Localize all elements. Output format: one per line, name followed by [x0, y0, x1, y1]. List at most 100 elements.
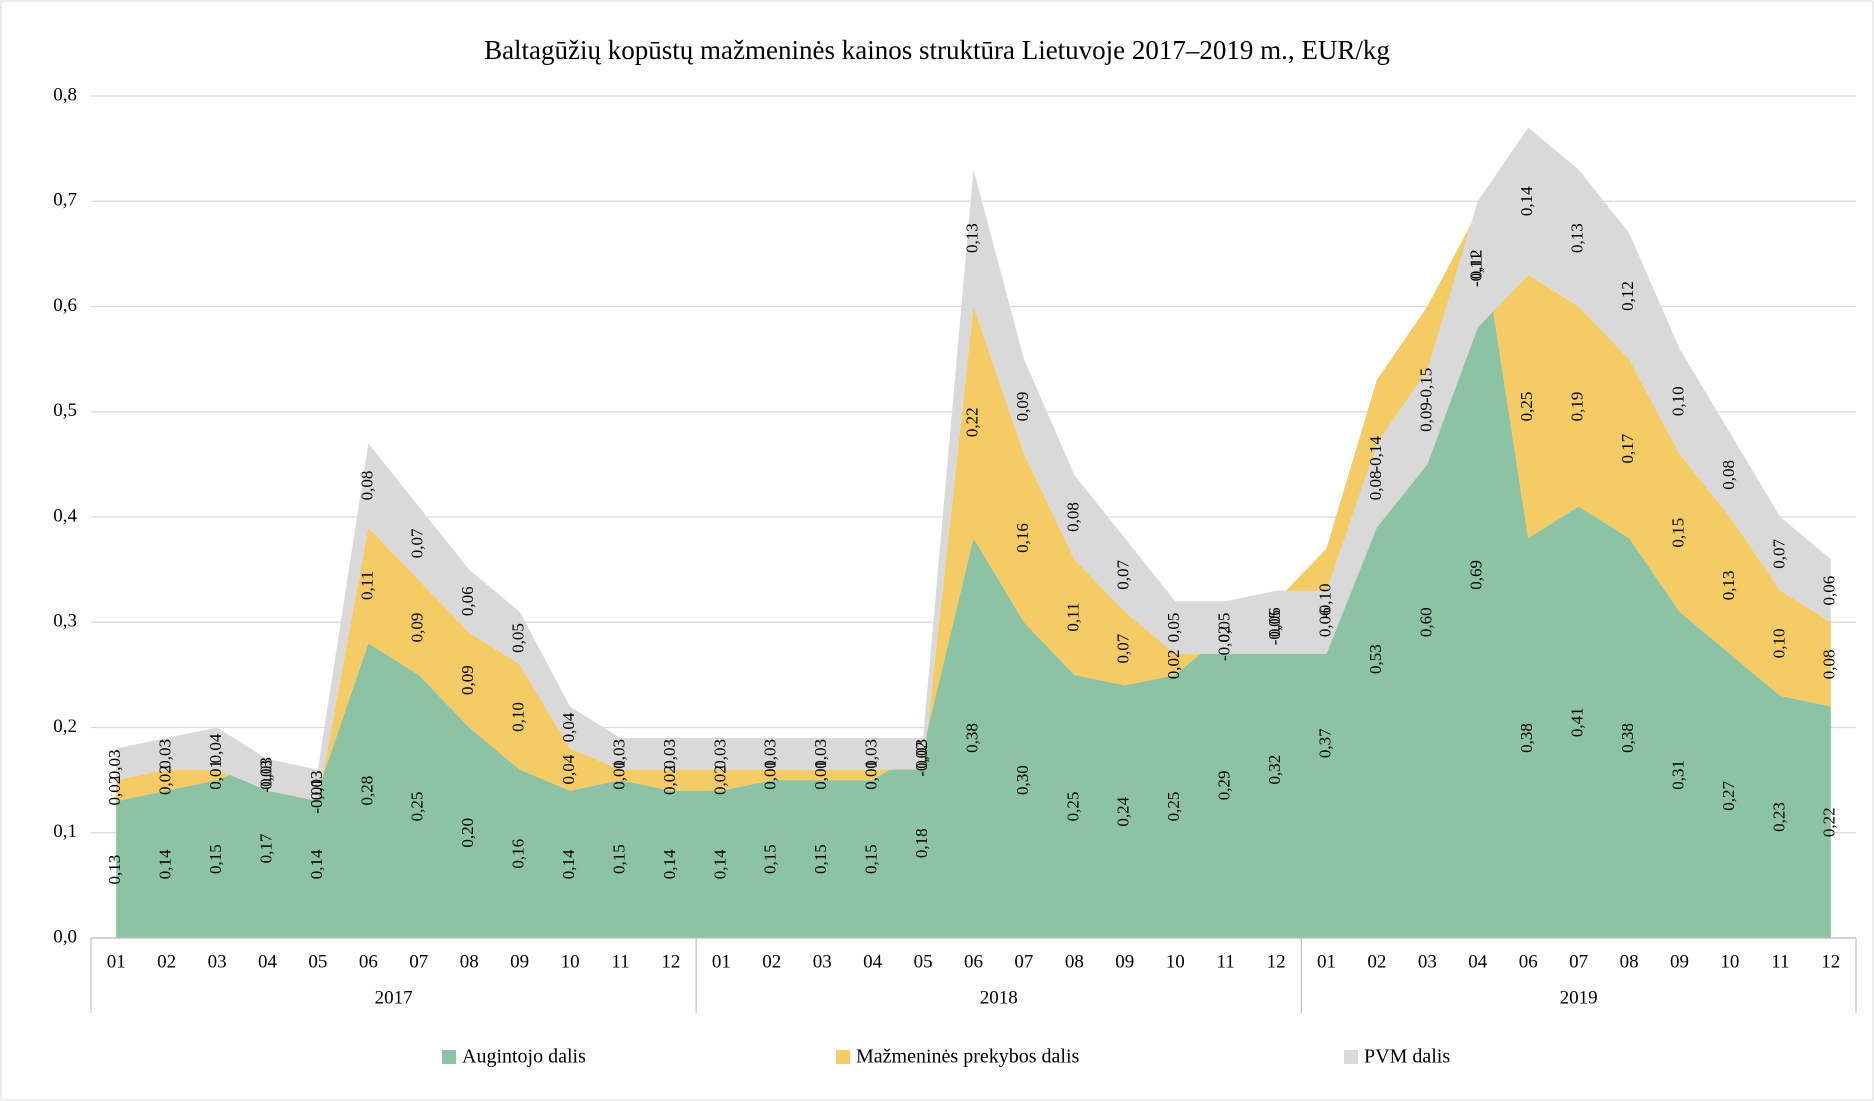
data-label: 0,02: [710, 765, 729, 795]
data-label: 0,69: [1467, 560, 1486, 590]
x-tick-label: 01: [1317, 951, 1336, 972]
data-label: 0,07: [1114, 633, 1133, 663]
data-label: 0,08: [1719, 460, 1738, 490]
data-label: 0,01: [609, 760, 628, 790]
data-label: 0,12: [1467, 250, 1486, 280]
data-label: -0,01: [307, 778, 326, 813]
data-label: 0,01: [811, 760, 830, 790]
data-label: 0,14: [710, 849, 729, 879]
y-tick-label: 0,8: [53, 84, 77, 105]
x-tick-label: 04: [1468, 951, 1488, 972]
data-label: 0,08: [1063, 502, 1082, 532]
data-label: 0,06: [1820, 576, 1839, 606]
data-label: 0,38: [1517, 723, 1536, 753]
x-tick-label: 07: [1569, 951, 1588, 972]
data-label: 0,05: [1164, 613, 1183, 643]
data-label: -0,03: [256, 757, 275, 792]
data-label: 0,05: [1215, 613, 1234, 643]
legend-swatch: [836, 1050, 850, 1064]
data-label: 0,29: [1215, 771, 1234, 801]
legend-label: Mažmeninės prekybos dalis: [856, 1046, 1079, 1068]
x-tick-label: 08: [1620, 951, 1639, 972]
x-tick-label: 05: [914, 951, 933, 972]
data-label: 0,23: [1769, 802, 1788, 832]
data-label: 0,15: [206, 844, 225, 874]
data-label: 0,03: [710, 739, 729, 769]
x-tick-label: 03: [1418, 951, 1437, 972]
data-label: 0,25: [1164, 792, 1183, 822]
area: [116, 127, 1831, 802]
x-tick-label: 09: [1115, 951, 1134, 972]
data-label: 0,03: [912, 739, 931, 769]
x-tick-label: 11: [611, 951, 629, 972]
data-label: 0,01: [862, 760, 881, 790]
x-tick-label: 02: [762, 951, 781, 972]
x-tick-label: 11: [1216, 951, 1234, 972]
data-label: 0,03: [609, 739, 628, 769]
data-label: 0,10: [1769, 628, 1788, 658]
data-label: 0,09: [458, 665, 477, 695]
data-label: 0,02: [156, 765, 175, 795]
data-label: -0,02: [912, 741, 931, 776]
data-label: 0,08: [1366, 471, 1385, 501]
data-label: 0,25: [408, 792, 427, 822]
x-tick-label: 06: [964, 951, 983, 972]
data-label: 0,18: [912, 828, 931, 858]
x-tick-label: 03: [813, 951, 832, 972]
y-tick-label: 0,1: [53, 821, 77, 842]
chart-title: Baltagūžių kopūstų mažmeninės kainos str…: [484, 35, 1390, 65]
data-label: 0,25: [1517, 392, 1536, 422]
data-label: 0,24: [1114, 796, 1133, 826]
data-label: 0,03: [862, 739, 881, 769]
data-label: 0,01: [206, 760, 225, 790]
data-label: -0,10: [1315, 583, 1334, 618]
x-tick-label: 10: [1720, 951, 1739, 972]
data-label: 0,14: [1517, 186, 1536, 216]
y-tick-label: 0,0: [53, 926, 77, 947]
data-label: 0,22: [962, 407, 981, 437]
x-tick-label: 06: [359, 951, 378, 972]
data-label: 0,14: [559, 849, 578, 879]
data-label: 0,03: [156, 739, 175, 769]
x-tick-label: 12: [661, 951, 680, 972]
data-label: 0,03: [256, 760, 275, 790]
group-label: 2017: [375, 987, 413, 1008]
data-label: 0,02: [105, 776, 124, 806]
data-label: 0,09: [1416, 402, 1435, 432]
data-label: 0,38: [1618, 723, 1637, 753]
data-label: 0,13: [1719, 571, 1738, 601]
data-label: 0,15: [761, 844, 780, 874]
x-tick-label: 08: [1065, 951, 1084, 972]
y-tick-label: 0,7: [53, 190, 77, 211]
data-label: 0,17: [256, 833, 275, 863]
data-label: 0,30: [1013, 765, 1032, 795]
x-tick-label: 07: [1014, 951, 1033, 972]
data-label: 0,08: [1820, 649, 1839, 679]
data-label: 0,15: [811, 844, 830, 874]
group-label: 2018: [980, 987, 1018, 1008]
x-tick-label: 04: [863, 951, 883, 972]
data-label: 0,16: [509, 839, 528, 869]
data-label: 0,10: [1668, 386, 1687, 416]
x-tick-label: 08: [460, 951, 479, 972]
x-tick-label: 11: [1771, 951, 1789, 972]
x-tick-label: 02: [157, 951, 176, 972]
data-label: 0,37: [1315, 728, 1334, 758]
data-label: 0,17: [1618, 433, 1637, 463]
data-label: 0,05: [509, 623, 528, 653]
data-label: 0,60: [1416, 607, 1435, 637]
y-tick-label: 0,4: [53, 505, 77, 526]
x-tick-label: 09: [1670, 951, 1689, 972]
data-label: 0,06: [1315, 607, 1334, 637]
x-tick-label: 04: [258, 951, 278, 972]
data-label: 0,32: [1265, 755, 1284, 785]
data-label: 0,14: [307, 849, 326, 879]
x-tick-label: 12: [1267, 951, 1286, 972]
data-label: 0,08: [357, 471, 376, 501]
x-tick-label: 09: [510, 951, 529, 972]
x-tick-label: 02: [1367, 951, 1386, 972]
x-tick-label: 01: [107, 951, 126, 972]
data-label: -0,02: [1215, 626, 1234, 661]
y-tick-label: 0,5: [53, 400, 77, 421]
